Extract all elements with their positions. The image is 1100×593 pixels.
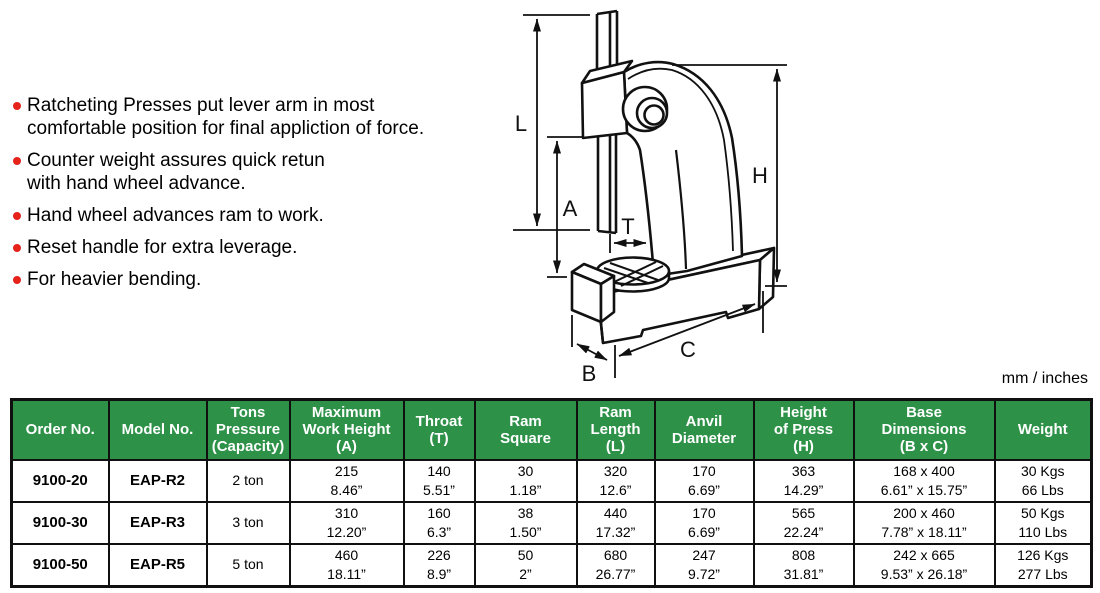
feature-list: Ratcheting Presses put lever arm in most… bbox=[10, 94, 488, 300]
dim-label-L: L bbox=[515, 111, 527, 136]
spec-cell: 170 6.69” bbox=[653, 500, 755, 545]
col-header-max-work-height: Maximum Work Height (A) bbox=[288, 398, 405, 461]
spec-table: Order No. Model No. Tons Pressure (Capac… bbox=[10, 398, 1093, 588]
table-row: 9100-30 EAP-R3 3 ton 310 12.20” 160 6.3”… bbox=[10, 500, 1093, 545]
col-header-base-dimensions: Base Dimensions (B x C) bbox=[852, 398, 996, 461]
spec-cell: 126 Kgs 277 Lbs bbox=[993, 542, 1093, 587]
dim-label-A: A bbox=[563, 196, 578, 221]
spec-cell-order-no: 9100-20 bbox=[10, 458, 110, 503]
col-header-order-no: Order No. bbox=[10, 398, 110, 461]
bullet-icon bbox=[13, 244, 21, 252]
spec-cell: 565 22.24” bbox=[752, 500, 855, 545]
col-header-model-no: Model No. bbox=[107, 398, 208, 461]
anvil-slots bbox=[603, 261, 664, 287]
spec-cell: 215 8.46” bbox=[288, 458, 405, 503]
table-row: 9100-20 EAP-R2 2 ton 215 8.46” 140 5.51”… bbox=[10, 458, 1093, 503]
spec-cell-order-no: 9100-30 bbox=[10, 500, 110, 545]
spec-cell: 320 12.6” bbox=[575, 458, 656, 503]
bullet-icon bbox=[13, 102, 21, 110]
spec-cell: 3 ton bbox=[205, 500, 291, 545]
spec-cell: 680 26.77” bbox=[575, 542, 656, 587]
col-header-ram-length: Ram Length (L) bbox=[575, 398, 656, 461]
feature-item: Counter weight assures quick retun with … bbox=[10, 149, 488, 195]
press-diagram: L A T H B C bbox=[488, 0, 908, 397]
spec-cell: 170 6.69” bbox=[653, 458, 755, 503]
units-note: mm / inches bbox=[1001, 370, 1088, 387]
spec-cell: 5 ton bbox=[205, 542, 291, 587]
feature-item: Reset handle for extra leverage. bbox=[10, 236, 488, 259]
spec-cell: 50 2” bbox=[473, 542, 578, 587]
col-header-ram-square: Ram Square bbox=[473, 398, 578, 461]
spec-cell-model-no: EAP-R3 bbox=[107, 500, 208, 545]
spec-cell: 310 12.20” bbox=[288, 500, 405, 545]
feature-text: Reset handle for extra leverage. bbox=[27, 237, 298, 258]
spec-cell: 242 x 665 9.53” x 26.18” bbox=[852, 542, 996, 587]
dimension-lines bbox=[513, 14, 787, 378]
feature-text: For heavier bending. bbox=[27, 269, 202, 290]
spec-cell: 247 9.72” bbox=[653, 542, 755, 587]
spec-cell: 168 x 400 6.61” x 15.75” bbox=[852, 458, 996, 503]
dim-label-B: B bbox=[582, 361, 597, 386]
col-header-tons-pressure: Tons Pressure (Capacity) bbox=[205, 398, 291, 461]
spec-cell: 160 6.3” bbox=[402, 500, 476, 545]
col-header-anvil-diameter: Anvil Diameter bbox=[653, 398, 755, 461]
col-header-throat: Throat (T) bbox=[402, 398, 476, 461]
spec-cell: 30 Kgs 66 Lbs bbox=[993, 458, 1093, 503]
press-body bbox=[570, 9, 776, 345]
feature-text: Ratcheting Presses put lever arm in most… bbox=[27, 95, 425, 139]
spec-cell: 440 17.32” bbox=[575, 500, 656, 545]
spec-cell: 38 1.50” bbox=[473, 500, 578, 545]
feature-text: Counter weight assures quick retun with … bbox=[27, 150, 325, 194]
dim-label-C: C bbox=[680, 337, 696, 362]
spec-cell: 50 Kgs 110 Lbs bbox=[993, 500, 1093, 545]
arbor-press-drawing: L A T H B C bbox=[513, 9, 787, 386]
feature-item: For heavier bending. bbox=[10, 268, 488, 291]
spec-cell: 2 ton bbox=[205, 458, 291, 503]
dim-label-T: T bbox=[621, 214, 634, 239]
table-header-row: Order No. Model No. Tons Pressure (Capac… bbox=[10, 398, 1093, 461]
feature-item: Hand wheel advances ram to work. bbox=[10, 204, 488, 227]
col-header-weight: Weight bbox=[993, 398, 1093, 461]
spec-cell: 30 1.18” bbox=[473, 458, 578, 503]
spec-cell: 808 31.81” bbox=[752, 542, 855, 587]
table-row: 9100-50 EAP-R5 5 ton 460 18.11” 226 8.9”… bbox=[10, 542, 1093, 587]
spec-cell: 363 14.29” bbox=[752, 458, 855, 503]
bullet-icon bbox=[13, 276, 21, 284]
feature-text: Hand wheel advances ram to work. bbox=[27, 205, 324, 226]
feature-item: Ratcheting Presses put lever arm in most… bbox=[10, 94, 488, 140]
spec-cell: 200 x 460 7.78” x 18.11” bbox=[852, 500, 996, 545]
spec-cell: 460 18.11” bbox=[288, 542, 405, 587]
col-header-height-of-press: Height of Press (H) bbox=[752, 398, 855, 461]
bullet-icon bbox=[13, 212, 21, 220]
spec-cell-order-no: 9100-50 bbox=[10, 542, 110, 587]
bullet-icon bbox=[13, 157, 21, 165]
spec-cell-model-no: EAP-R2 bbox=[107, 458, 208, 503]
spec-cell-model-no: EAP-R5 bbox=[107, 542, 208, 587]
dim-label-H: H bbox=[752, 163, 768, 188]
spec-cell: 140 5.51” bbox=[402, 458, 476, 503]
spec-cell: 226 8.9” bbox=[402, 542, 476, 587]
